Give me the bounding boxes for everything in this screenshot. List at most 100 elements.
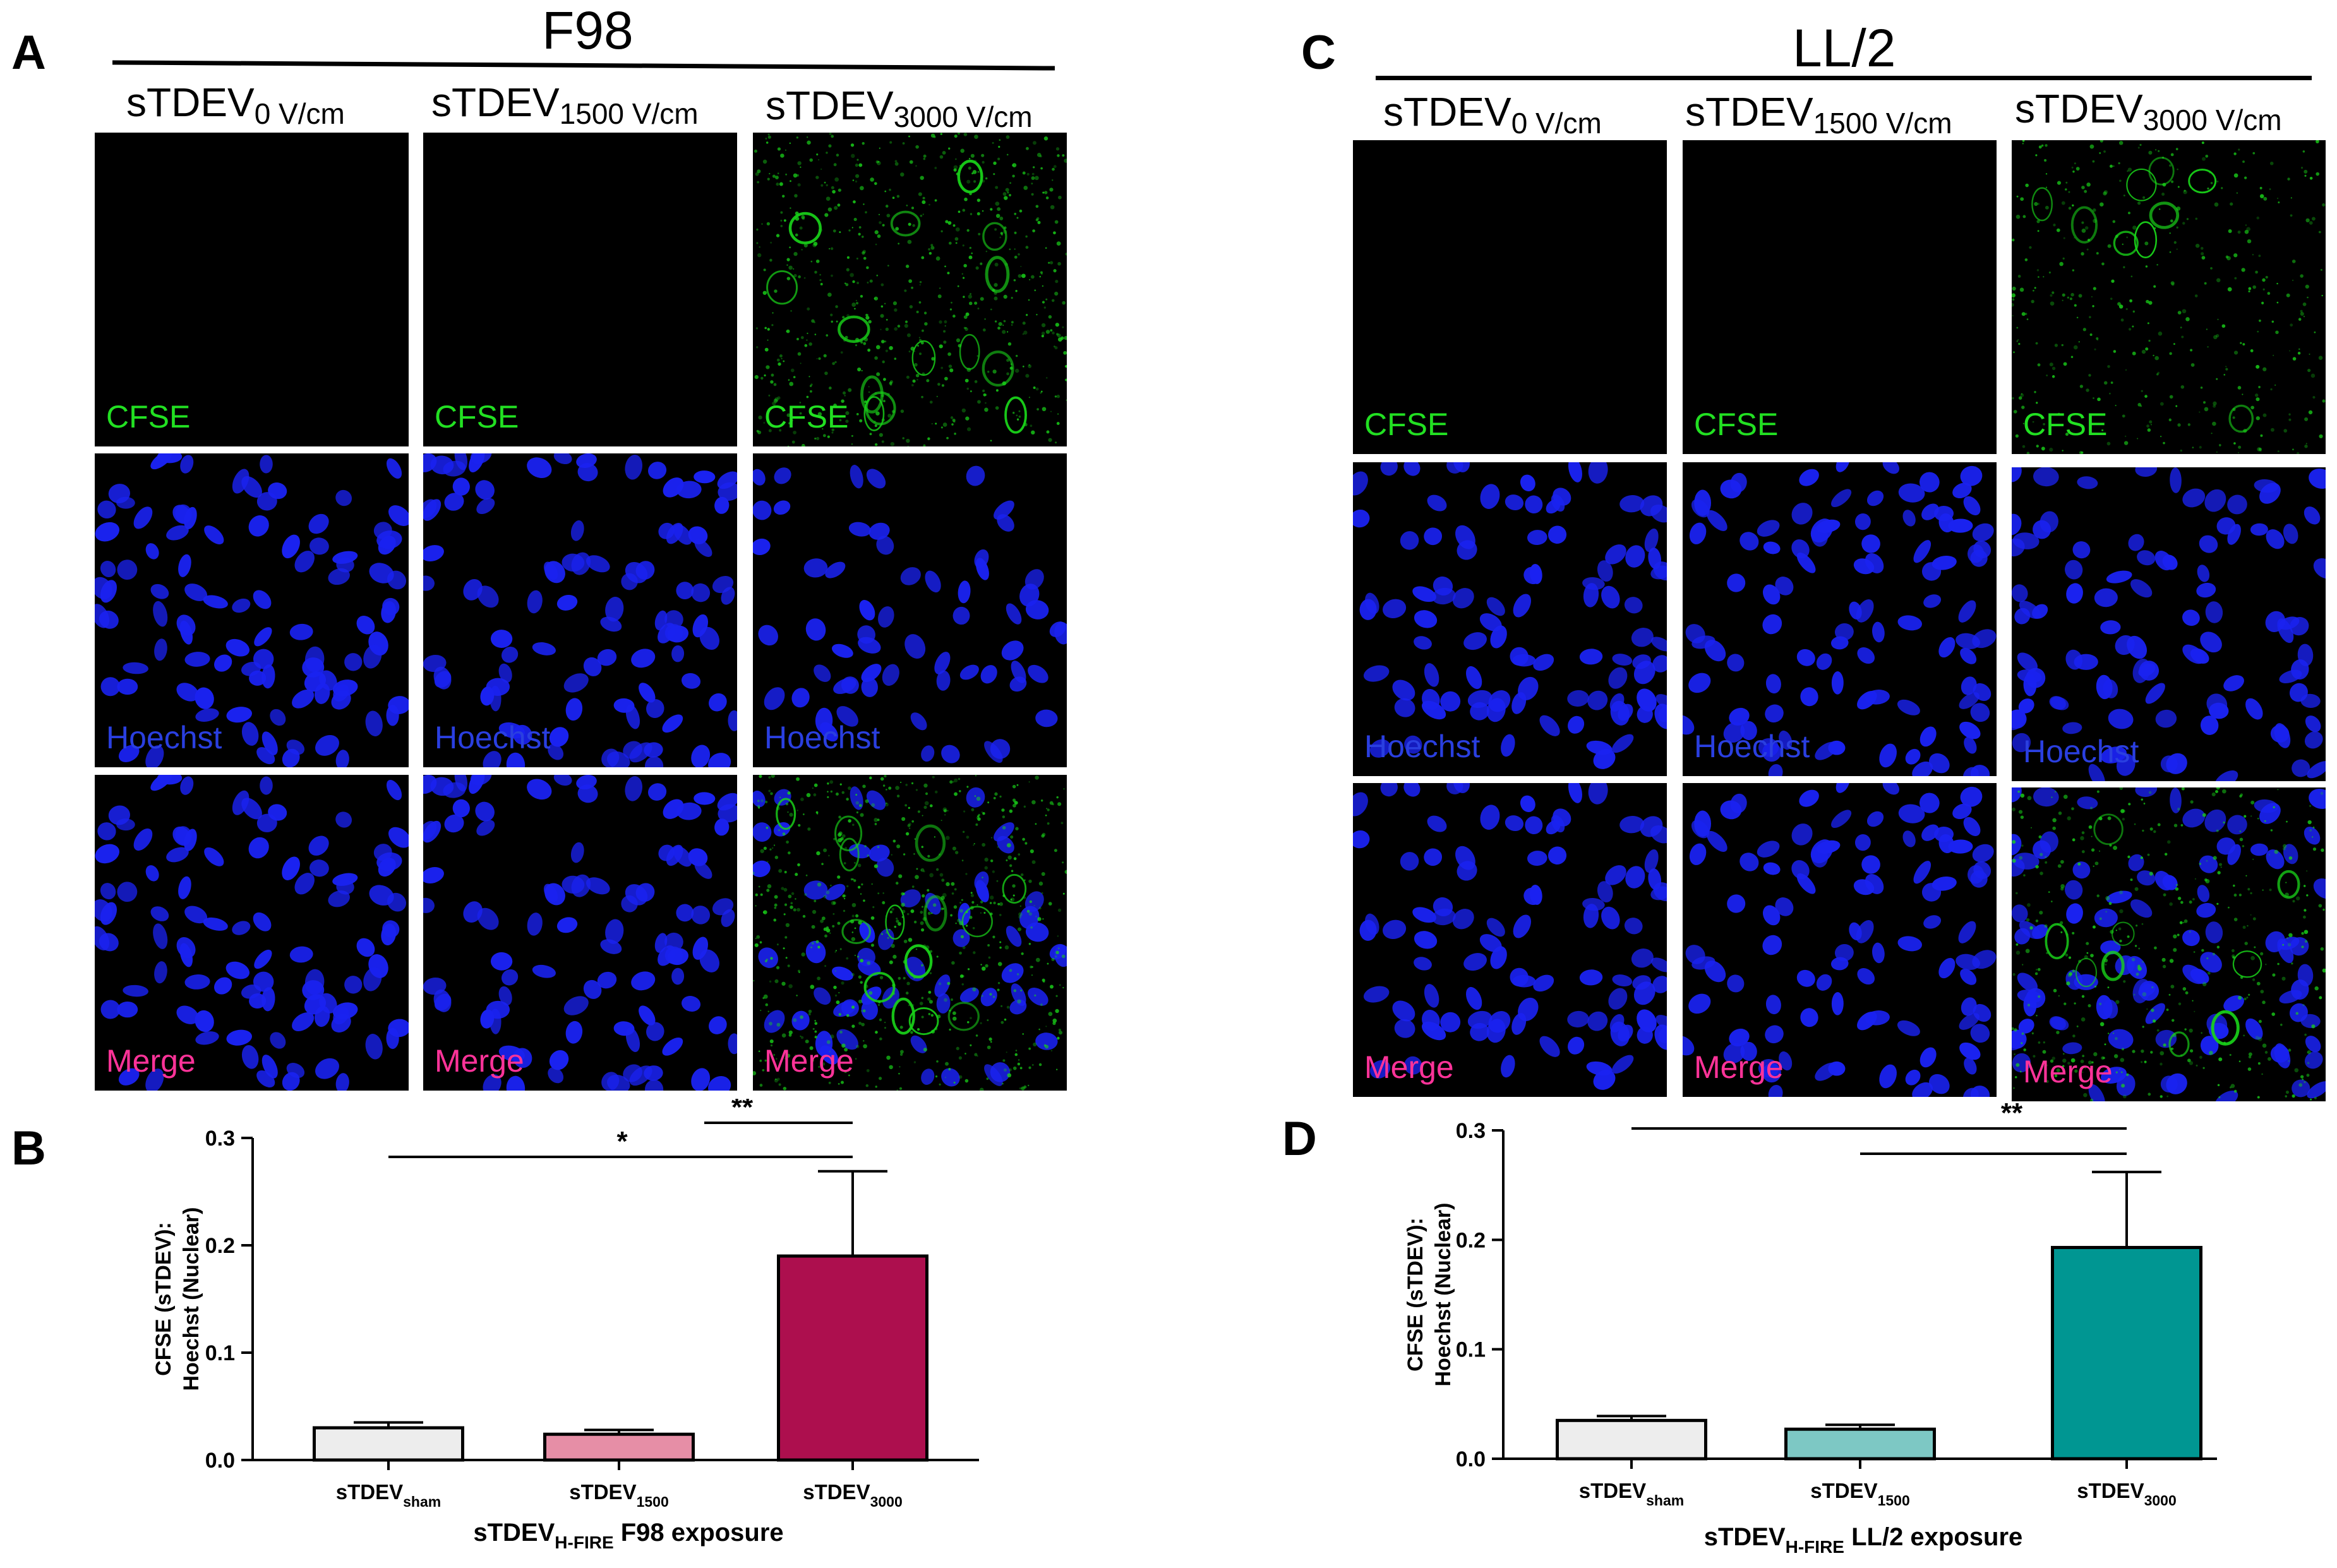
nucleus	[2307, 1081, 2326, 1099]
cfse-puncta	[791, 419, 794, 422]
nucleus	[423, 821, 437, 841]
cfse-puncta	[2036, 402, 2038, 404]
cfse-puncta	[2057, 864, 2062, 868]
nucleus	[1579, 969, 1603, 986]
cfse-puncta	[886, 1055, 891, 1060]
cfse-puncta	[883, 378, 886, 381]
cfse-puncta	[2304, 909, 2307, 912]
cfse-puncta	[921, 846, 924, 848]
cfse-puncta	[1041, 892, 1043, 894]
cfse-puncta	[2049, 362, 2053, 367]
nucleus	[691, 1068, 711, 1091]
cfse-puncta	[2136, 966, 2140, 969]
nucleus	[1973, 683, 1992, 702]
cfse-puncta	[889, 910, 893, 914]
cfse-puncta	[2127, 855, 2130, 859]
cfse-puncta	[2038, 1041, 2041, 1044]
cfse-puncta	[852, 280, 855, 284]
cfse-puncta	[1048, 1012, 1053, 1017]
nucleus	[180, 455, 194, 474]
cfse-puncta	[977, 171, 980, 173]
cfse-puncta	[2045, 205, 2049, 210]
cfse-puncta	[2059, 261, 2064, 266]
nucleus	[179, 943, 193, 967]
nucleus	[694, 792, 716, 805]
cfse-puncta	[831, 1060, 834, 1062]
nucleus	[2205, 601, 2223, 623]
cfse-puncta	[1019, 1067, 1023, 1070]
cfse-puncta	[990, 859, 994, 863]
cfse-puncta	[944, 814, 946, 816]
cfse-puncta	[2109, 392, 2111, 395]
cfse-puncta	[1003, 1068, 1007, 1072]
cfse-puncta	[894, 327, 898, 331]
nucleus	[97, 500, 116, 519]
cfse-puncta	[814, 270, 817, 274]
nucleus	[1637, 1026, 1653, 1044]
cfse-puncta	[2259, 449, 2262, 452]
cfse-puncta	[1054, 291, 1059, 296]
cfse-puncta	[992, 141, 994, 144]
nucleus	[1539, 715, 1560, 736]
cfse-puncta	[852, 179, 855, 181]
cfse-puncta	[1045, 377, 1048, 379]
nucleus	[256, 813, 277, 832]
cfse-puncta	[1022, 333, 1024, 335]
cfse-puncta	[2311, 1024, 2316, 1029]
nucleus	[721, 909, 735, 927]
cfse-puncta	[2216, 945, 2220, 949]
nucleus	[423, 897, 435, 913]
cfse-puncta	[814, 1022, 818, 1026]
cfse-puncta	[2238, 995, 2242, 1000]
nucleus	[373, 522, 392, 539]
nucleus	[2012, 733, 2031, 753]
cfse-puncta	[821, 1062, 826, 1066]
cfse-puncta	[2322, 968, 2326, 973]
cfse-cell-outline	[2148, 157, 2175, 186]
cfse-puncta	[2310, 1098, 2312, 1101]
cfse-puncta	[2250, 405, 2254, 410]
cfse-puncta	[1009, 182, 1012, 184]
cfse-puncta	[2190, 800, 2194, 804]
cfse-puncta	[928, 203, 930, 206]
cfse-puncta	[785, 1067, 788, 1070]
cfse-puncta	[2206, 957, 2209, 960]
cfse-puncta	[963, 133, 968, 136]
nucleus	[463, 578, 483, 601]
nucleus	[861, 664, 882, 683]
nucleus	[586, 877, 610, 895]
cfse-puncta	[789, 246, 791, 249]
nucleus	[601, 748, 620, 767]
cfse-puncta	[754, 943, 759, 947]
nucleus	[2145, 1003, 2165, 1024]
nucleus	[1612, 654, 1633, 666]
cfse-puncta	[839, 1031, 843, 1034]
nucleus	[153, 923, 168, 949]
cfse-puncta	[807, 307, 810, 311]
nucleus	[294, 551, 315, 573]
cfse-puncta	[829, 932, 831, 934]
cfse-puncta	[895, 227, 899, 231]
cfse-puncta	[2308, 410, 2313, 415]
cfse-puncta	[763, 846, 767, 850]
nucleus	[2209, 702, 2229, 719]
nucleus	[753, 822, 772, 842]
cfse-puncta	[2035, 865, 2039, 869]
nucleus	[2266, 529, 2285, 549]
cfse-puncta	[797, 183, 801, 187]
cfse-puncta	[889, 960, 893, 964]
cfse-puncta	[775, 1078, 777, 1080]
cfse-puncta	[777, 396, 781, 400]
nucleus	[282, 856, 300, 880]
cfse-puncta	[816, 153, 819, 156]
cfse-puncta	[1055, 995, 1058, 997]
cfse-puncta	[1014, 248, 1016, 250]
cfse-puncta	[942, 807, 947, 811]
cfse-puncta	[2025, 949, 2030, 954]
cfse-puncta	[2100, 202, 2104, 207]
cfse-puncta	[952, 224, 956, 227]
cfse-puncta	[878, 213, 880, 215]
cfse-puncta	[838, 815, 841, 819]
cfse-puncta	[1014, 212, 1017, 215]
cfse-puncta	[1050, 329, 1053, 332]
